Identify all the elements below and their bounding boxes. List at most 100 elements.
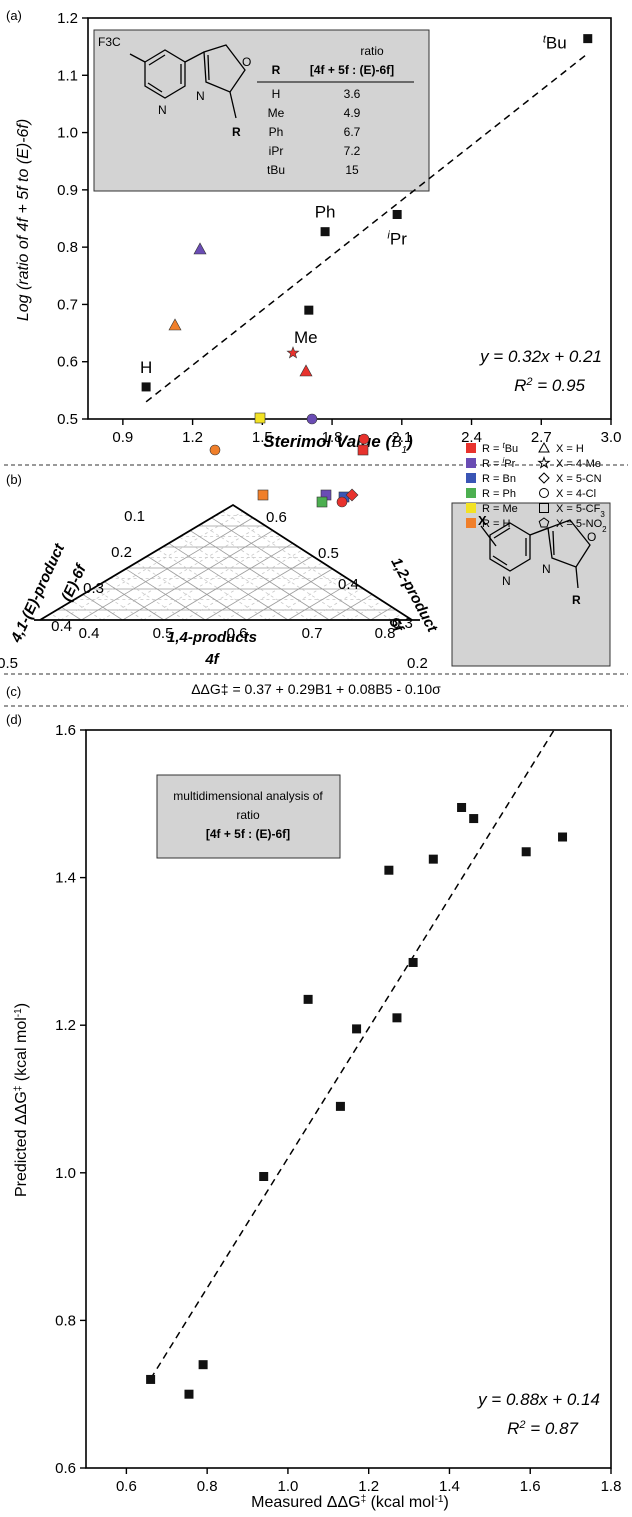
panel-a-inset: F3C N N O R ratio R [4f + 5f : (E)-6f] H… (93, 29, 430, 192)
y-tick-label: 1.2 (55, 1017, 76, 1034)
fit-equation: y = 0.32x + 0.21 (479, 347, 602, 366)
inset-r-column: R (272, 63, 281, 77)
x-axis-label: Measured ΔΔG‡ (kcal mol-1) (251, 1494, 449, 1512)
y-tick-label: 1.1 (57, 67, 78, 84)
data-point (198, 1360, 208, 1370)
inset-ratio-column: [4f + 5f : (E)-6f] (310, 63, 394, 77)
ternary-point (316, 496, 328, 508)
inset-row-ratio: 7.2 (344, 144, 361, 158)
y-tick-label: 1.6 (55, 722, 76, 739)
ternary-point (257, 489, 269, 501)
grid-line (93, 587, 144, 621)
y-tick-label: 1.0 (55, 1165, 76, 1182)
inset-o-label: O (242, 55, 251, 69)
inset-b-n-label: N (502, 574, 511, 588)
pentagon-icon (538, 517, 550, 528)
x-tick-label: 3.0 (601, 429, 622, 446)
bottom-tick-label: 0.4 (79, 625, 100, 642)
right-tick-label: 0.6 (266, 509, 287, 526)
data-point (583, 34, 593, 44)
grid-line (225, 562, 323, 621)
grid-line (349, 600, 383, 621)
panel-b-inset: X N N O R (451, 502, 611, 667)
data-point (428, 854, 438, 864)
x-tick-label: 1.2 (358, 1478, 379, 1495)
y-tick-label: 0.9 (57, 182, 78, 199)
y-tick-label: 0.8 (57, 239, 78, 256)
grid-line (101, 523, 264, 621)
grid-line (287, 581, 353, 621)
y-tick-label: 1.4 (55, 870, 76, 887)
grid-line (60, 511, 244, 621)
legend-shape-icon (539, 488, 549, 498)
ternary-plot: 0.1 0.2 0.3 0.4 0.5 0.6 0.5 0.4 0.3 0.2 0.4 0.5 0.6 0… (0, 242, 428, 672)
inset-row-r: Me (268, 106, 285, 120)
x-tick-label: 2.1 (391, 429, 412, 446)
data-point (259, 1171, 269, 1181)
y-tick-label: 0.7 (57, 296, 78, 313)
legend-shape-label: X = H (556, 443, 584, 455)
legend-swatch (466, 443, 476, 453)
left-tick-label: 0.1 (124, 508, 145, 525)
legend-color-label: R = Ph (482, 488, 516, 500)
trend-line (149, 729, 556, 1380)
x-axis-label: Sterimol Value (B1) (263, 432, 413, 456)
y-axis-label: Predicted ΔΔG‡ (kcal mol-1) (13, 1003, 31, 1197)
inset-ratio-header: ratio (360, 44, 384, 58)
inset-row-r: iPr (269, 144, 284, 158)
bottom-tick-label: 0.5 (153, 625, 174, 642)
ternary-point (286, 346, 300, 359)
legend-color-label: R = Me (482, 503, 518, 515)
ternary-point (358, 433, 370, 445)
left-tick-label: 0.3 (83, 580, 104, 597)
inset-row-r: tBu (267, 163, 285, 177)
ternary-point (254, 412, 266, 424)
panel-c-label: (c) (6, 684, 21, 699)
data-point (408, 957, 418, 967)
data-point (469, 814, 479, 824)
diamond-icon (538, 472, 550, 484)
x-tick-label: 1.2 (182, 429, 203, 446)
inset-r-label: R (232, 125, 241, 139)
grid-line (184, 549, 303, 621)
y-tick-label: 0.6 (57, 354, 78, 371)
grid-line (61, 606, 82, 621)
grid-line (211, 517, 371, 621)
legend-shape-label: X = 5-CF3 (556, 503, 605, 519)
data-point (457, 802, 467, 812)
inset-n-label: N (158, 103, 167, 117)
legend-shape-icon (538, 441, 550, 453)
bottom-tick-label: 0.7 (302, 625, 323, 642)
legend-swatch (466, 518, 476, 528)
data-point (392, 1013, 402, 1023)
point-label: H (140, 358, 152, 377)
grid-line (189, 530, 330, 621)
grid-line (308, 587, 363, 621)
point-label: Me (294, 328, 318, 347)
x-tick-label: 2.7 (531, 429, 552, 446)
point-label: Ph (315, 203, 336, 222)
ternary-bottom-subtitle: 4f (204, 651, 220, 668)
x-tick-label: 1.8 (601, 1478, 622, 1495)
y-axis-label: Log (ratio of 4f + 5f to (E)-6f) (15, 119, 32, 321)
y-tick-label: 1.0 (57, 125, 78, 142)
ternary-outline (39, 503, 413, 621)
ternary-point (306, 413, 318, 425)
grid-line (157, 549, 268, 621)
inset-row-ratio: 4.9 (344, 106, 361, 120)
inset-d-line3: [4f + 5f : (E)-6f] (206, 827, 290, 841)
right-tick-label: 0.4 (338, 576, 359, 593)
legend-shape-label: X = 4-Me (556, 458, 601, 470)
inset-d-line2: ratio (236, 808, 260, 822)
x-tick-label: 1.6 (520, 1478, 541, 1495)
ternary-point (357, 444, 369, 456)
grid-line (125, 568, 206, 621)
point-label: tBu (543, 34, 567, 53)
panel-a: (a) F3C N N O R ratio R [4f + 5f : (E)-6… (6, 8, 621, 456)
bottom-tick-label: 0.6 (227, 625, 248, 642)
panel-d: (d) multidimensional analysis of ratio [… (6, 712, 621, 1511)
data-point (558, 832, 568, 842)
x-tick-label: 1.8 (322, 429, 343, 446)
plot-frame (87, 17, 612, 420)
ternary-point (299, 364, 313, 377)
